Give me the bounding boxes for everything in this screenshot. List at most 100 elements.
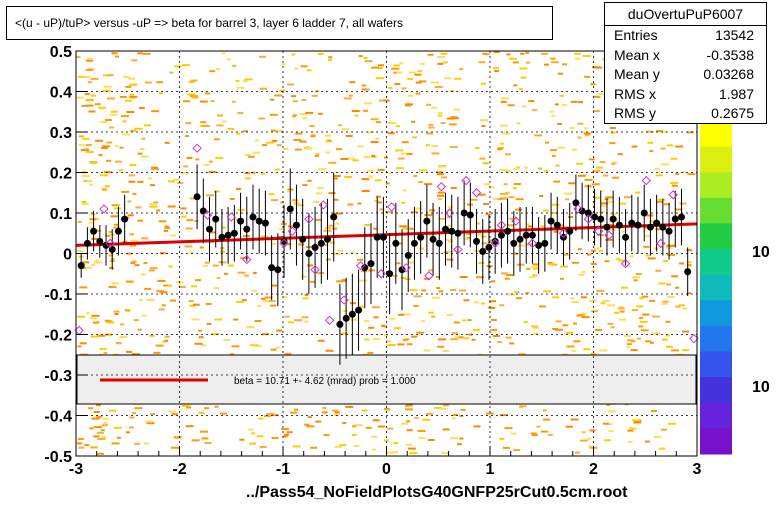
histogram-cell: [156, 289, 165, 292]
histogram-cell: [428, 126, 435, 129]
histogram-cell: [598, 210, 605, 213]
histogram-cell: [404, 405, 409, 408]
histogram-cell: [396, 262, 401, 265]
histogram-cell: [613, 311, 619, 314]
open-marker: [453, 244, 463, 255]
histogram-cell: [428, 123, 434, 126]
histogram-cell: [261, 172, 266, 175]
histogram-cell: [128, 174, 135, 177]
histogram-cell: [551, 114, 556, 117]
histogram-cell: [588, 445, 593, 448]
open-marker: [490, 238, 500, 249]
histogram-cell: [473, 301, 479, 304]
histogram-cell: [325, 349, 334, 352]
histogram-cell: [373, 227, 378, 230]
histogram-cell: [328, 224, 334, 227]
histogram-cell: [198, 411, 205, 414]
histogram-cell: [107, 74, 114, 77]
color-scale-step: [700, 146, 732, 173]
histogram-cell: [287, 243, 292, 246]
histogram-cell: [364, 102, 373, 105]
profile-point: [547, 217, 555, 225]
histogram-cell: [148, 269, 155, 272]
histogram-cell: [595, 329, 603, 331]
histogram-cell: [395, 149, 403, 152]
histogram-cell: [441, 176, 447, 179]
histogram-cell: [200, 121, 207, 124]
histogram-cell: [276, 129, 284, 132]
histogram-cell: [451, 117, 460, 120]
histogram-cell: [643, 245, 650, 248]
histogram-cell: [553, 230, 559, 233]
histogram-cell: [385, 211, 394, 214]
histogram-cell: [437, 112, 443, 114]
histogram-cell: [481, 302, 486, 305]
histogram-cell: [457, 443, 462, 446]
histogram-cell: [667, 296, 675, 299]
histogram-cell: [305, 146, 311, 148]
histogram-cell: [190, 79, 198, 82]
histogram-cell: [281, 63, 286, 66]
histogram-cell: [663, 203, 670, 206]
histogram-cell: [450, 437, 459, 440]
histogram-cell: [578, 273, 585, 276]
histogram-cell: [463, 299, 470, 302]
open-marker: [496, 220, 507, 230]
histogram-cell: [583, 132, 591, 135]
histogram-cell: [91, 94, 96, 97]
histogram-cell: [164, 141, 170, 144]
histogram-cell: [321, 411, 328, 414]
histogram-cell: [483, 202, 489, 205]
histogram-cell: [415, 207, 423, 210]
histogram-cell: [124, 309, 130, 312]
histogram-cell: [532, 274, 538, 277]
histogram-cell: [492, 197, 498, 200]
histogram-cell: [450, 89, 455, 92]
histogram-cell: [378, 425, 385, 428]
histogram-cell: [406, 420, 411, 423]
histogram-cell: [131, 353, 140, 356]
histogram-cell: [180, 207, 187, 210]
histogram-cell: [229, 353, 234, 356]
open-markers: [74, 143, 699, 344]
histogram-cell: [477, 233, 482, 236]
histogram-cell: [437, 191, 445, 194]
profile-point: [367, 260, 375, 268]
histogram-cell: [679, 202, 687, 205]
stats-row: Mean x -0.3538: [605, 46, 766, 66]
profile-point: [324, 235, 332, 243]
profile-point: [292, 221, 300, 229]
profile-point: [460, 209, 468, 217]
profile-point: [255, 217, 263, 225]
histogram-cell: [292, 100, 298, 103]
histogram-cell: [560, 224, 565, 227]
histogram-cell: [256, 435, 264, 438]
color-scale-step: [700, 351, 732, 378]
histogram-cell: [201, 124, 210, 127]
histogram-cell: [589, 429, 596, 432]
histogram-cell: [322, 243, 329, 246]
histogram-cell: [114, 144, 119, 147]
histogram-cell: [216, 68, 220, 71]
profile-point: [114, 227, 122, 235]
histogram-cell: [396, 71, 402, 74]
histogram-cell: [483, 162, 489, 165]
histogram-cell: [379, 208, 385, 211]
histogram-cell: [452, 332, 458, 335]
histogram-cell: [442, 61, 448, 64]
histogram-cell: [447, 240, 453, 243]
histogram-cell: [274, 94, 283, 97]
y-tick-label: 0.5: [50, 44, 72, 61]
histogram-cell: [473, 425, 481, 428]
histogram-cell: [95, 139, 104, 142]
histogram-cell: [293, 114, 297, 117]
histogram-cell: [565, 331, 574, 334]
histogram-cell: [506, 274, 514, 277]
profile-point: [373, 233, 381, 241]
histogram-cell: [588, 299, 597, 302]
histogram-cell: [125, 350, 132, 353]
histogram-cell: [635, 191, 641, 194]
histogram-cell: [562, 104, 567, 107]
histogram-cell: [499, 414, 508, 417]
histogram-cell: [542, 409, 547, 412]
